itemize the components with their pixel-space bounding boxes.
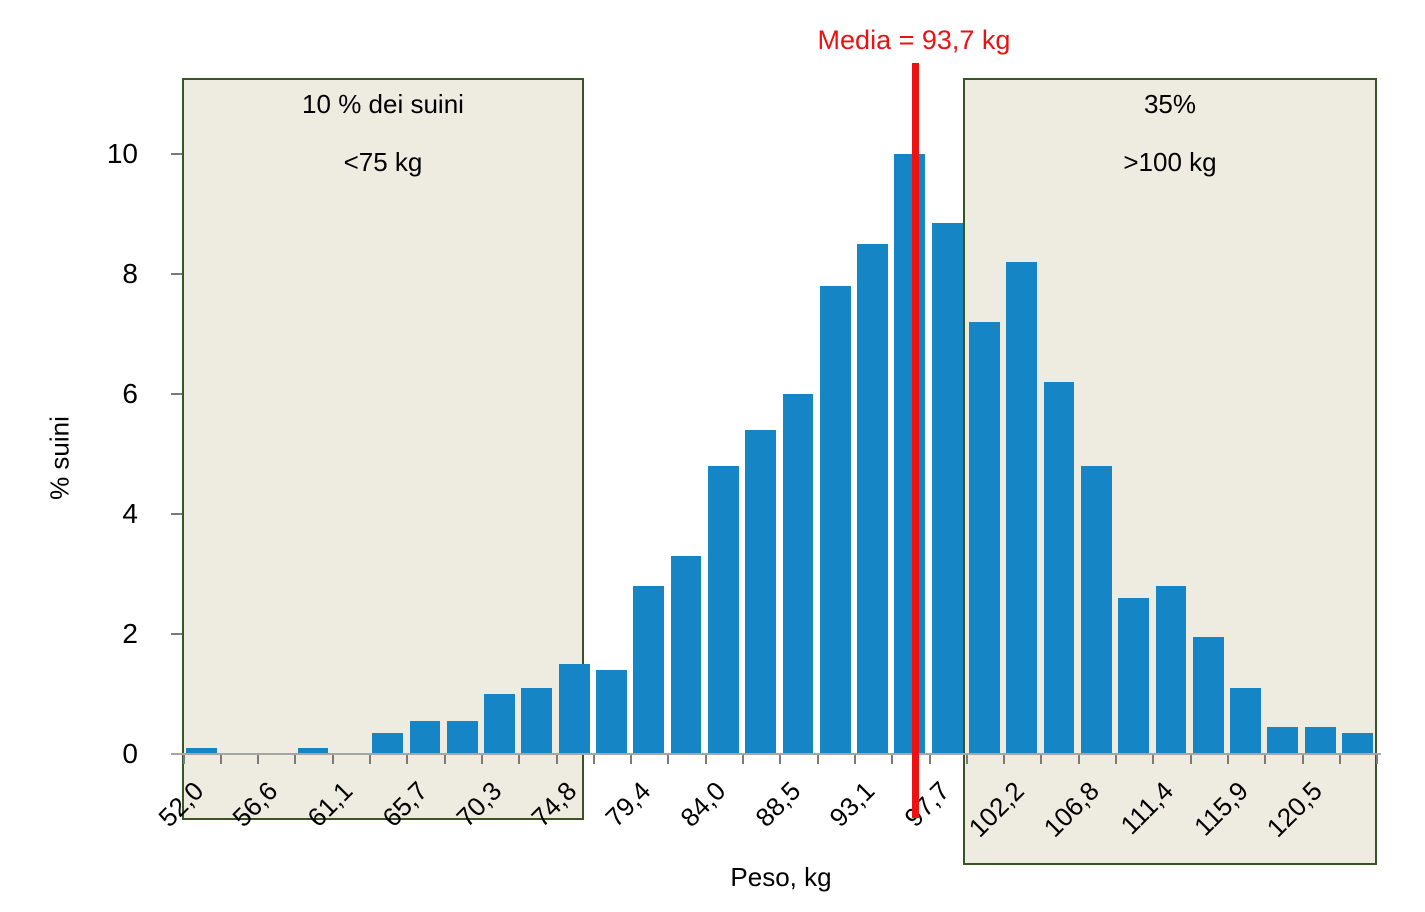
x-tick bbox=[219, 755, 222, 764]
histogram-bar bbox=[1267, 726, 1299, 754]
x-axis-line bbox=[171, 752, 1381, 755]
region-over100-threshold-label: >100 kg bbox=[1123, 147, 1217, 177]
x-tick bbox=[1376, 755, 1379, 764]
x-tick bbox=[182, 755, 185, 764]
histogram-bar bbox=[745, 429, 777, 754]
histogram-bar bbox=[1192, 636, 1224, 754]
x-tick bbox=[294, 755, 297, 764]
x-tick bbox=[555, 755, 558, 764]
histogram-bar bbox=[857, 243, 888, 754]
x-tick bbox=[928, 755, 931, 764]
x-tick bbox=[1152, 755, 1155, 764]
y-axis-title: % suini bbox=[44, 416, 75, 500]
histogram-bar bbox=[297, 747, 329, 754]
x-tick bbox=[853, 755, 856, 764]
histogram-bar bbox=[1155, 585, 1187, 754]
x-tick bbox=[1115, 755, 1117, 764]
region-under75-threshold-label: <75 kg bbox=[343, 147, 423, 177]
histogram-bar bbox=[409, 720, 441, 754]
histogram-bar bbox=[558, 663, 590, 754]
x-tick bbox=[406, 755, 409, 764]
x-tick bbox=[1264, 755, 1267, 764]
x-tick bbox=[667, 755, 670, 764]
histogram-bar bbox=[372, 732, 404, 754]
x-tick bbox=[480, 755, 483, 764]
y-tick bbox=[171, 152, 182, 155]
y-tick-label: 8 bbox=[122, 257, 138, 289]
histogram-bar bbox=[1304, 726, 1336, 754]
x-axis-title: Peso, kg bbox=[730, 862, 832, 892]
region-over100-percent-label: 35% bbox=[1143, 89, 1197, 119]
x-tick bbox=[1003, 755, 1006, 764]
x-tick bbox=[518, 755, 521, 764]
x-tick bbox=[1301, 755, 1304, 764]
histogram-bar bbox=[1080, 465, 1112, 754]
y-tick-label: 4 bbox=[122, 497, 138, 529]
histogram-bar bbox=[1118, 597, 1150, 754]
histogram-bar bbox=[782, 393, 814, 754]
x-tick bbox=[965, 755, 968, 764]
x-tick bbox=[1338, 755, 1341, 764]
histogram-bar bbox=[633, 585, 665, 754]
x-tick bbox=[331, 755, 334, 764]
histogram-bar bbox=[484, 693, 515, 754]
histogram-bar bbox=[1230, 687, 1261, 754]
histogram-bar bbox=[596, 669, 627, 754]
x-tick bbox=[1077, 755, 1080, 764]
histogram-bar bbox=[670, 555, 702, 754]
y-tick-label: 10 bbox=[106, 137, 138, 169]
x-tick bbox=[742, 755, 744, 764]
histogram-bar bbox=[707, 465, 739, 754]
histogram-bar bbox=[969, 321, 1000, 754]
x-tick bbox=[704, 755, 707, 764]
mean-line bbox=[912, 63, 919, 818]
histogram-bar bbox=[521, 687, 553, 754]
mean-annotation-label: Media = 93,7 kg bbox=[817, 25, 1011, 55]
x-tick bbox=[1040, 755, 1043, 764]
x-tick bbox=[443, 755, 446, 764]
x-tick bbox=[369, 755, 371, 764]
histogram-bar bbox=[894, 153, 926, 754]
x-tick bbox=[1226, 755, 1229, 764]
x-tick bbox=[592, 755, 595, 764]
x-tick bbox=[891, 755, 894, 764]
histogram-bar bbox=[446, 720, 478, 754]
y-tick bbox=[171, 392, 182, 395]
region-under75-percent-label: 10 % dei suini bbox=[302, 89, 464, 119]
x-tick bbox=[779, 755, 782, 764]
histogram-bar bbox=[185, 747, 217, 754]
x-tick bbox=[816, 755, 819, 764]
histogram-bar bbox=[1006, 261, 1038, 754]
y-tick-label: 6 bbox=[122, 377, 138, 409]
y-tick-label: 0 bbox=[122, 737, 138, 769]
region-box-under-75kg: 10 % dei suini <75 kg bbox=[182, 78, 584, 820]
histogram-bar bbox=[1043, 381, 1075, 754]
y-tick-label: 2 bbox=[122, 617, 138, 649]
y-tick bbox=[171, 632, 182, 635]
x-tick bbox=[1189, 755, 1192, 764]
y-tick bbox=[171, 512, 182, 515]
histogram-bar bbox=[931, 222, 963, 754]
y-tick bbox=[171, 272, 182, 275]
histogram-bar bbox=[1342, 732, 1373, 754]
histogram-bar bbox=[819, 285, 851, 754]
x-tick bbox=[257, 755, 260, 764]
x-tick bbox=[630, 755, 633, 764]
